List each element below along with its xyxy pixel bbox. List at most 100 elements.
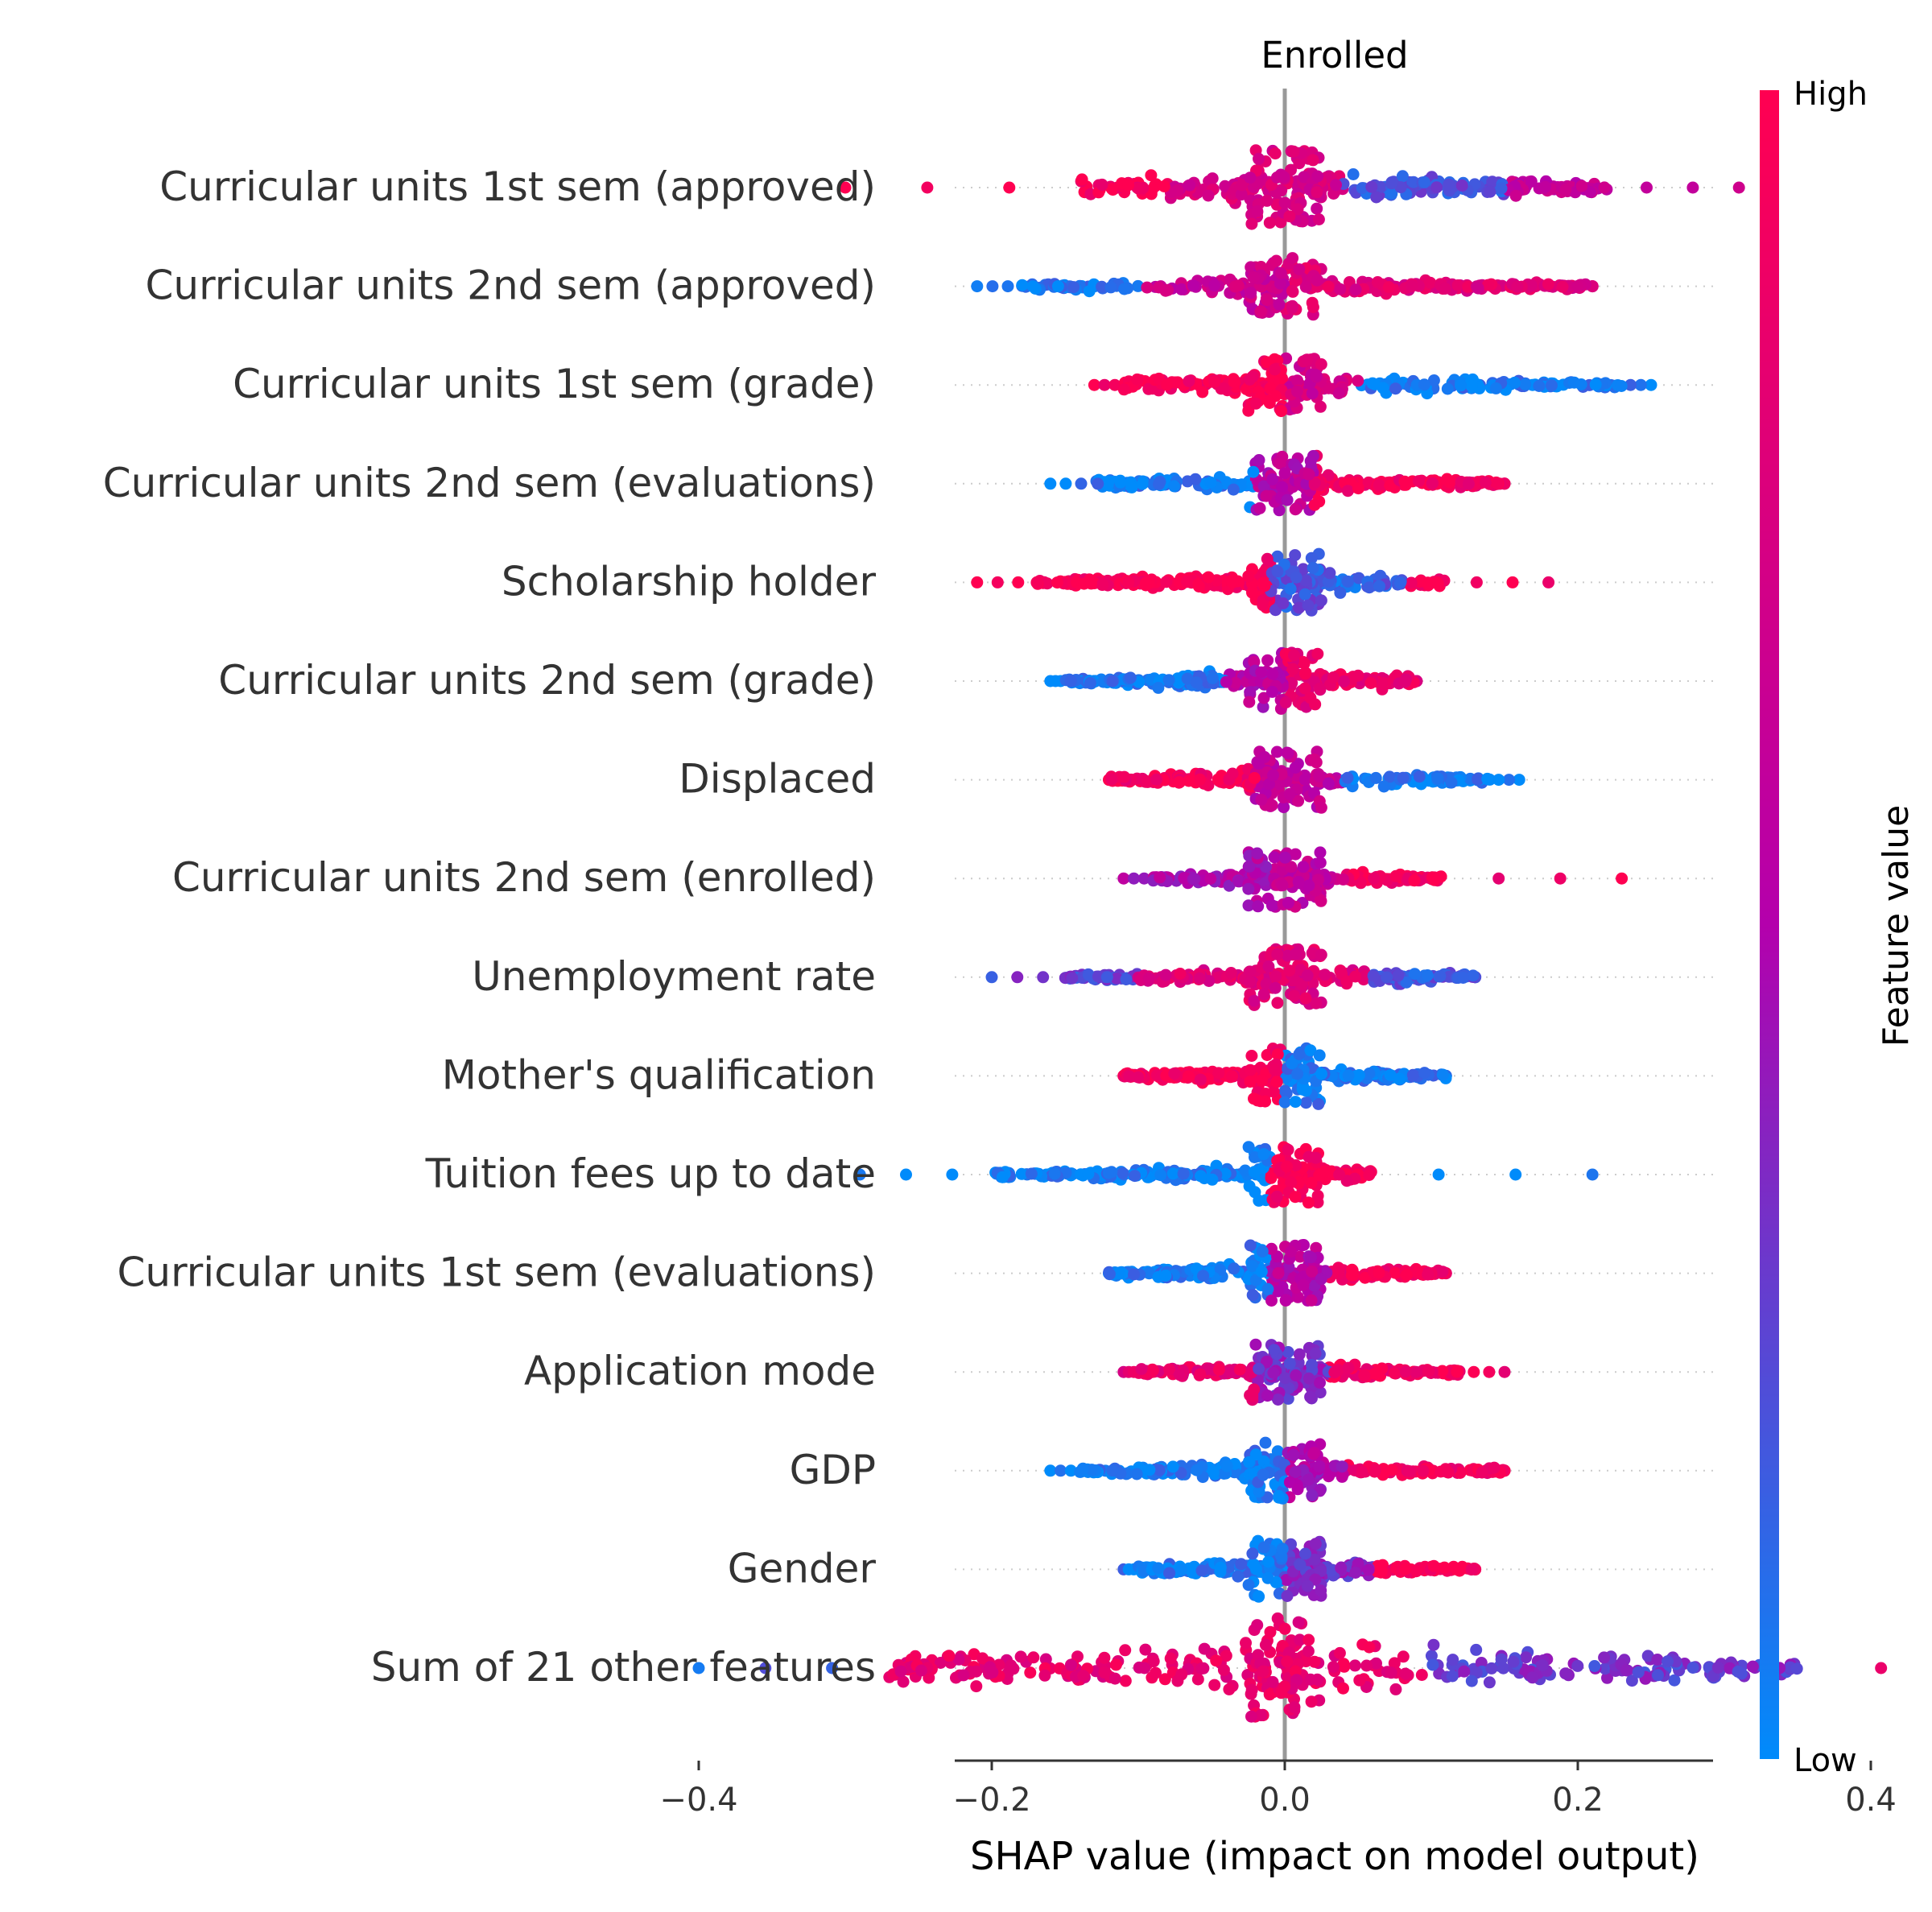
shap-point [1139,1644,1151,1656]
shap-point [1178,1167,1190,1179]
shap-point [1234,1364,1246,1376]
shap-point [1125,671,1137,683]
shap-point [1424,277,1436,289]
shap-point [1315,857,1327,869]
shap-point [1307,387,1319,399]
shap-point [1092,477,1104,489]
shap-point [1077,1670,1089,1682]
shap-point [1225,967,1237,979]
shap-point [1342,485,1354,497]
shap-point [1221,1460,1233,1472]
shap-point [1085,577,1097,589]
shap-point [1519,378,1531,390]
shap-point [1049,1168,1061,1180]
shap-point [1138,1662,1150,1675]
shap-point [1267,1676,1279,1688]
shap-point [1466,1675,1478,1687]
shap-point [1432,773,1444,785]
shap-point [1265,1626,1277,1638]
shap-point [1286,285,1298,297]
shap-point [1024,1666,1036,1679]
shap-point [1249,1166,1261,1178]
shap-point [1250,1563,1262,1575]
shap-point [1289,1701,1301,1713]
shap-point [1509,1169,1521,1181]
shap-point [1373,479,1385,491]
shap-point [1687,1662,1699,1674]
shap-point [1195,1074,1207,1086]
shap-point [1392,969,1404,981]
shap-point [1117,1167,1129,1179]
shap-point [1150,1667,1162,1679]
shap-point [1208,376,1220,388]
shap-point [1368,1368,1381,1380]
shap-point [1282,494,1294,506]
shap-point [1422,1365,1435,1377]
feature-label: Curricular units 1st sem (evaluations) [117,1249,876,1296]
shap-point [1468,1366,1480,1378]
shap-point [1400,1365,1412,1377]
shap-point [1261,195,1273,207]
shap-point [1204,873,1216,885]
shap-point [1250,1448,1262,1460]
shap-point [1003,182,1015,194]
shap-point [1641,182,1653,194]
shap-point [1372,276,1384,288]
shap-point [1307,154,1319,166]
shap-point [986,1666,998,1679]
shap-point [1193,580,1205,593]
shap-point [1228,1262,1240,1274]
shap-point [1399,676,1411,688]
shap-point [1557,281,1569,293]
shap-point [1328,1366,1340,1378]
shap-point [1245,1711,1257,1723]
shap-point [1281,1161,1293,1173]
shap-point [1027,1651,1039,1663]
shap-point [1588,1660,1600,1672]
shap-point [1279,467,1291,479]
shap-point [1269,1064,1281,1076]
shap-point [898,1676,910,1688]
x-tick-label: −0.4 [659,1782,737,1819]
shap-point [1026,1168,1038,1180]
shap-point [1399,1668,1411,1680]
shap-point [1269,851,1281,863]
shap-point [970,1680,982,1692]
shap-point [1290,849,1302,861]
shap-point [1105,1166,1117,1178]
shap-point [915,1665,927,1677]
shap-point [1199,1643,1211,1655]
shap-point [1311,648,1323,660]
shap-point [1293,1617,1305,1629]
shap-point [1203,190,1215,202]
shap-point [900,1169,912,1181]
shap-point [1259,1096,1271,1108]
shap-point [1269,982,1282,994]
shap-point [1747,1661,1759,1673]
shap-point [1307,562,1319,574]
shap-point [1273,1492,1285,1504]
shap-point [1175,1564,1187,1576]
shap-point [1353,1069,1365,1081]
shap-point [1406,280,1418,292]
shap-point [1245,287,1257,299]
shap-point [1418,378,1430,390]
shap-point [1279,197,1291,209]
shap-point [1338,1661,1350,1673]
shap-point [1183,375,1195,387]
shap-point [1109,1673,1121,1685]
shap-point [1131,374,1143,386]
shap-point [1418,1465,1430,1477]
shap-point [1307,1448,1319,1460]
shap-point [1244,171,1256,184]
shap-point [1052,280,1064,292]
shap-point [1353,1675,1365,1687]
shap-point [1342,1362,1354,1374]
shap-point [1213,1364,1225,1376]
shap-point [1153,478,1165,490]
shap-point [1407,1069,1419,1081]
shap-point [1245,1050,1257,1062]
shap-point [1327,671,1340,683]
shap-point [1249,1339,1261,1351]
shap-point [1204,477,1216,489]
